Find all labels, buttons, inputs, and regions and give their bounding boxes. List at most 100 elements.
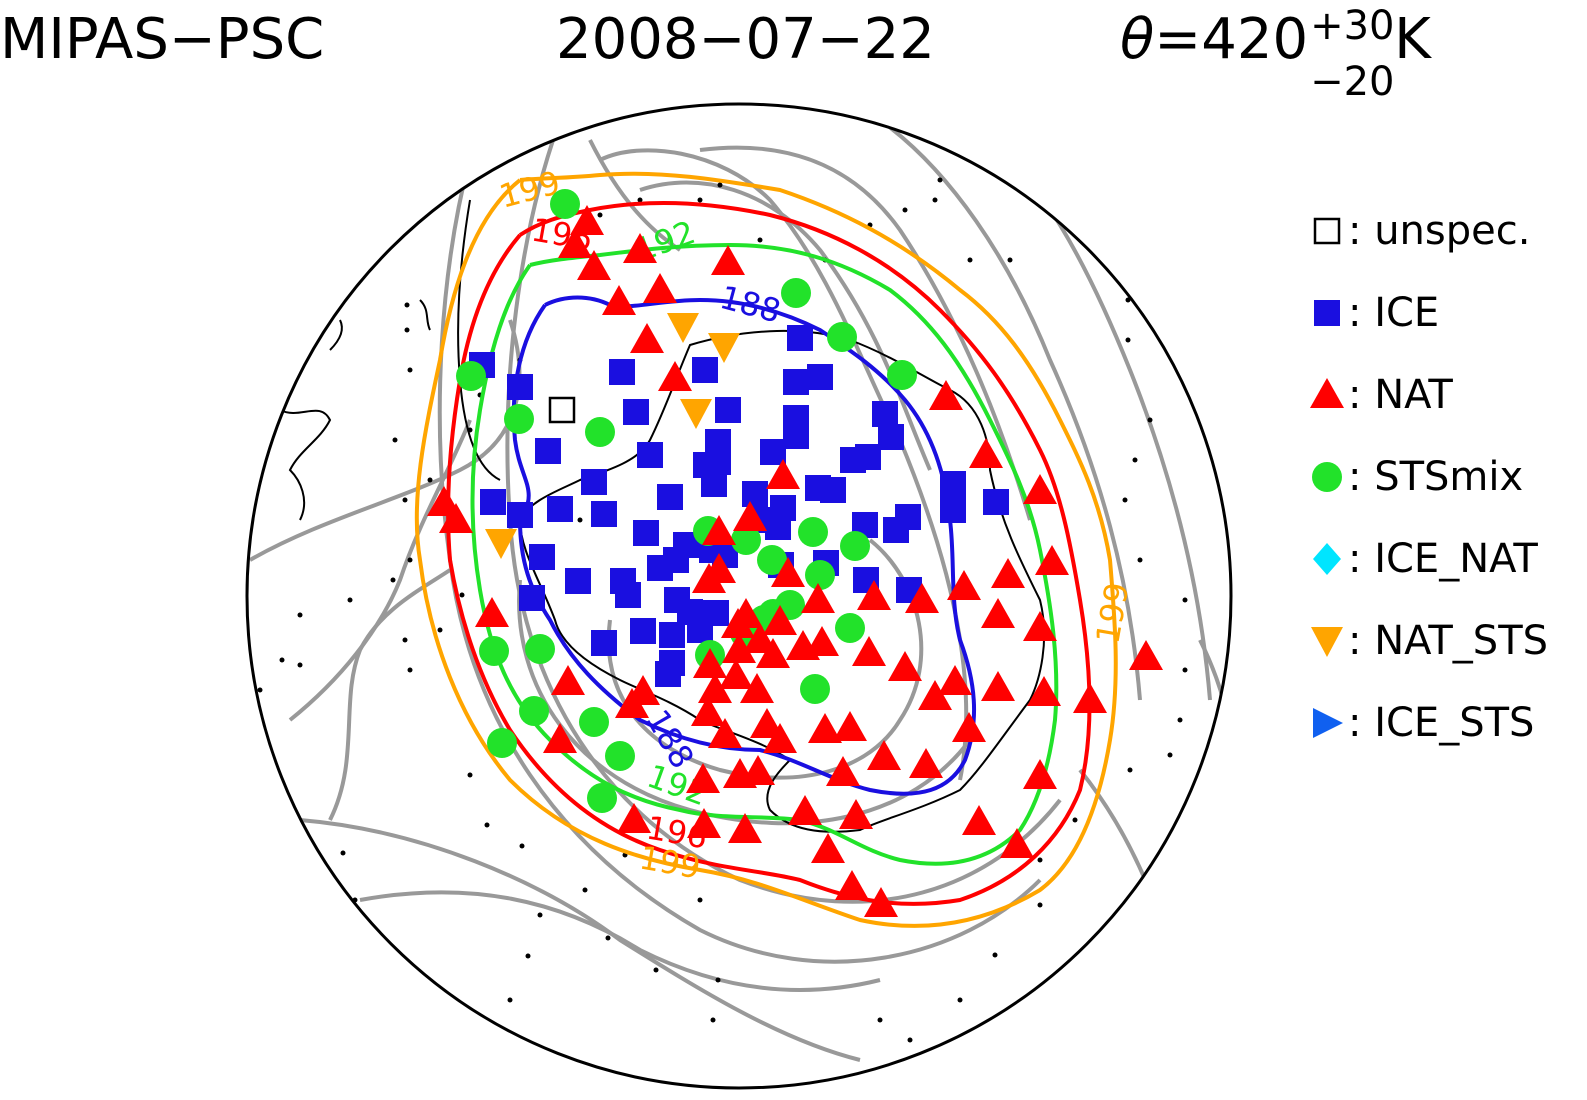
grid-dot <box>297 662 303 668</box>
legend-symbol-icon <box>1310 375 1344 415</box>
legend: : unspec.: ICE: NAT: STSmix: ICE_NAT: NA… <box>1310 190 1548 764</box>
grid-dot <box>605 935 611 941</box>
gray-contour-line <box>639 180 932 471</box>
legend-symbol-icon <box>1310 211 1344 251</box>
grid-dot <box>992 952 998 958</box>
nat-marker <box>1035 545 1069 575</box>
ice-marker <box>615 582 641 608</box>
plot-title-theta-level: θ=420 +30 −20 K <box>1120 3 1431 105</box>
nat-marker <box>857 580 891 610</box>
ice-marker <box>623 399 649 425</box>
coastline <box>329 319 343 351</box>
ice-marker <box>535 438 561 464</box>
theta-value: =420 <box>1154 7 1309 72</box>
ice-marker <box>547 496 573 522</box>
gray-contour-line <box>1098 178 1227 421</box>
stsmix-marker <box>519 696 549 726</box>
nat-marker <box>686 763 720 793</box>
legend-label: : ICE_NAT <box>1348 536 1538 582</box>
ice-marker <box>742 481 768 507</box>
nat-marker <box>702 515 736 545</box>
nat-marker <box>626 675 660 705</box>
grid-dot <box>577 517 583 523</box>
grid-dot <box>1125 337 1131 343</box>
legend-symbol-icon <box>1310 703 1344 743</box>
unspec-marker <box>548 396 576 424</box>
nat-marker <box>981 671 1015 701</box>
coastline <box>419 299 431 331</box>
nat-marker <box>909 748 943 778</box>
nat-marker <box>570 205 604 235</box>
nat-marker <box>475 597 509 627</box>
grid-dot <box>279 657 285 663</box>
ice-marker <box>878 424 904 450</box>
ice-marker <box>633 520 659 546</box>
grid-dot <box>537 912 543 918</box>
stsmix-marker <box>805 560 835 590</box>
nat-marker <box>801 583 835 613</box>
grid-dot <box>1072 817 1078 823</box>
nat-marker <box>771 557 805 587</box>
contour-188 <box>511 295 977 796</box>
ice-marker <box>637 442 663 468</box>
nat-marker <box>708 718 742 748</box>
nat-marker <box>439 503 473 533</box>
grid-dot <box>340 850 346 856</box>
nat-marker <box>733 501 767 531</box>
grid-dot <box>1167 752 1173 758</box>
nat-marker <box>728 813 762 843</box>
gray-contour-line <box>588 139 682 252</box>
grid-dot <box>1127 767 1133 773</box>
grid-dot <box>1125 297 1131 303</box>
ice-marker <box>895 504 921 530</box>
stsmix-marker <box>525 634 555 664</box>
stsmix-marker <box>798 517 828 547</box>
ice-marker <box>715 397 741 423</box>
gray-contour-line <box>699 145 1032 521</box>
stsmix-marker <box>731 525 761 555</box>
nat-sts-marker <box>680 399 712 429</box>
legend-symbol-icon <box>1310 621 1344 661</box>
contour-199 <box>414 171 1118 928</box>
nat-marker <box>692 563 726 593</box>
ice-marker <box>655 661 681 687</box>
legend-item: : ICE_NAT <box>1310 518 1548 600</box>
legend-label: : STSmix <box>1348 454 1524 500</box>
grid-dot <box>653 967 659 973</box>
grid-dot <box>404 327 410 333</box>
grid-dot <box>902 207 908 213</box>
stsmix-marker <box>479 636 509 666</box>
grid-dot <box>404 302 410 308</box>
legend-marker <box>1311 627 1343 657</box>
grid-dot <box>407 667 413 673</box>
grid-dot <box>484 822 490 828</box>
nat-marker <box>623 233 657 263</box>
nat-marker <box>808 713 842 743</box>
stsmix-marker <box>800 674 830 704</box>
grid-dot <box>715 977 721 983</box>
stsmix-marker <box>605 741 635 771</box>
ice-marker <box>591 501 617 527</box>
ice-marker <box>659 622 685 648</box>
legend-symbol-icon <box>1310 539 1344 579</box>
nat-marker <box>991 558 1025 588</box>
gray-contour-line <box>328 568 452 821</box>
stsmix-marker <box>587 783 617 813</box>
grid-dot <box>932 197 938 203</box>
grid-dot <box>1182 597 1188 603</box>
ice-marker <box>687 617 713 643</box>
nat-marker <box>1000 828 1034 858</box>
grid-dot <box>392 437 398 443</box>
ice-marker <box>787 325 813 351</box>
ice-marker <box>783 369 809 395</box>
nat-marker <box>558 228 592 258</box>
theta-symbol: θ <box>1120 7 1155 72</box>
ice-marker <box>480 489 506 515</box>
ice-marker <box>565 568 591 594</box>
nat-marker <box>839 799 873 829</box>
gray-contour-line <box>299 818 861 1062</box>
legend-item: : STSmix <box>1310 436 1548 518</box>
grid-dot <box>597 212 603 218</box>
nat-marker <box>630 323 664 353</box>
nat-marker <box>1073 683 1107 713</box>
